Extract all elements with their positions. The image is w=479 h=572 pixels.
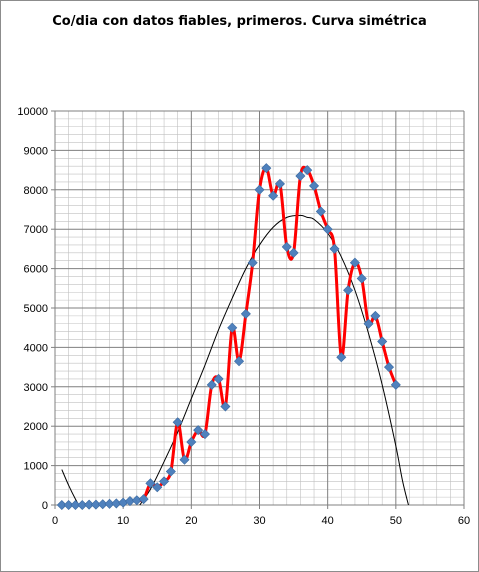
data-point-marker [145, 478, 156, 489]
major-gridlines [54, 110, 465, 506]
x-tick-label: 30 [253, 515, 265, 527]
data-point-marker [288, 247, 299, 258]
data-point-marker [315, 206, 326, 217]
y-tick-label: 9000 [24, 145, 48, 157]
data-point-marker [268, 190, 279, 201]
data-point-marker [118, 497, 129, 508]
data-point-marker [234, 356, 245, 367]
y-tick-label: 1000 [24, 461, 48, 473]
y-tick-label: 3000 [24, 382, 48, 394]
data-point-marker [390, 379, 401, 390]
data-point-marker [370, 310, 381, 321]
x-tick-label: 60 [458, 515, 470, 527]
y-tick-label: 2000 [24, 421, 48, 433]
data-point-marker [295, 170, 306, 182]
data-point-marker [261, 163, 272, 174]
data-point-marker [240, 308, 251, 319]
data-point-marker [322, 224, 333, 235]
data-point-marker [70, 499, 81, 511]
y-tick-label: 6000 [24, 264, 48, 276]
axes [51, 110, 465, 509]
data-point-marker [227, 322, 238, 333]
fitted-curve-line [61, 214, 409, 505]
marker-layer [56, 163, 401, 511]
data-point-marker [159, 476, 170, 487]
data-point-marker [363, 318, 374, 329]
data-point-marker [84, 499, 95, 510]
y-tick-label: 7000 [24, 224, 48, 236]
x-tick-label: 40 [322, 515, 334, 527]
data-series-line [61, 165, 398, 505]
data-point-marker [193, 425, 204, 436]
y-tick-label: 10000 [17, 106, 48, 118]
data-point-marker [329, 243, 340, 254]
y-tick-labels: 0 1000 2000 3000 4000 5000 6000 7000 8000 9000 100… [17, 106, 48, 512]
y-tick-label: 4000 [24, 342, 48, 354]
data-point-marker [349, 257, 360, 268]
x-tick-label: 10 [117, 515, 129, 527]
data-point-marker [206, 379, 217, 390]
data-point-marker [377, 336, 388, 347]
data-point-marker [281, 241, 292, 252]
x-tick-label: 20 [185, 515, 197, 527]
x-tick-label: 0 [52, 515, 58, 527]
data-point-marker [302, 165, 313, 176]
data-point-marker [56, 499, 67, 511]
data-point-marker [274, 178, 285, 189]
data-point-marker [152, 482, 163, 493]
data-point-marker [254, 184, 265, 195]
data-point-marker [220, 401, 231, 412]
x-tick-label: 50 [390, 515, 402, 527]
series-layer [61, 165, 409, 505]
x-tick-labels: 0 10 20 30 40 50 60 [52, 515, 470, 527]
data-point-marker [138, 494, 149, 505]
data-point-marker [356, 273, 367, 284]
data-point-marker [63, 499, 74, 511]
data-point-marker [199, 429, 210, 440]
data-point-marker [383, 362, 395, 373]
data-point-marker [165, 466, 176, 477]
data-point-marker [247, 257, 258, 268]
y-tick-label: 0 [42, 500, 48, 512]
data-point-marker [343, 285, 354, 296]
data-point-marker [213, 373, 224, 384]
chart-title: Co/dia con datos fiables, primeros. Curv… [52, 14, 427, 29]
data-point-marker [179, 454, 190, 465]
data-point-marker [172, 417, 183, 428]
y-tick-label: 8000 [24, 185, 48, 197]
data-point-marker [186, 436, 197, 447]
data-point-marker [336, 352, 347, 363]
data-point-marker [309, 180, 320, 191]
y-tick-label: 5000 [24, 303, 48, 315]
